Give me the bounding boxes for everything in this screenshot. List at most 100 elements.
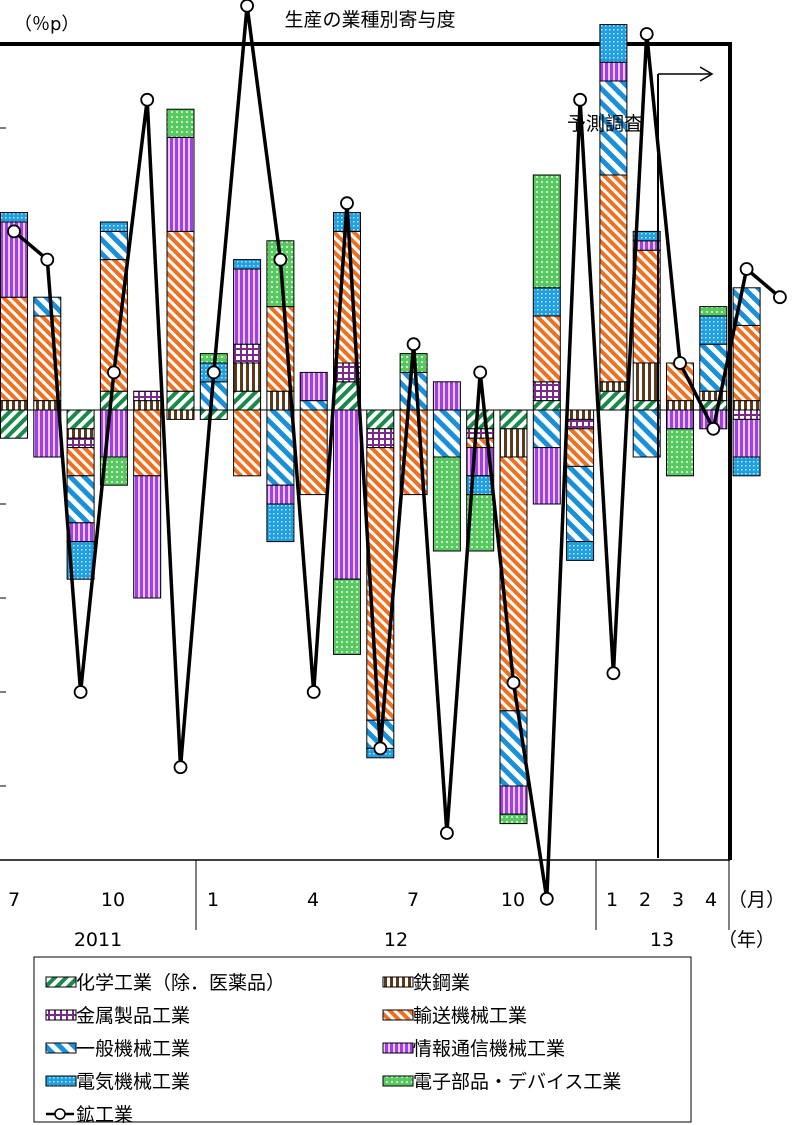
x-axis: 7 10 1 4 7 10 1 2 3 4 2011 12 13 （月） （年）: [8, 860, 785, 951]
bar-segment-metal: [133, 390, 162, 402]
bar-segment-info: [666, 409, 694, 430]
bar-segment-transport: [532, 315, 561, 383]
bar-segment-steel: [233, 362, 262, 392]
bar-segment-metal: [566, 418, 595, 430]
legend-label: 一般機械工業: [76, 1038, 190, 1060]
bar-segment-device: [333, 578, 361, 655]
bar-segment-metal: [233, 343, 262, 364]
legend-swatch: [382, 1075, 414, 1087]
bar-segment-general: [532, 409, 561, 449]
bar-segment-transport: [566, 428, 595, 467]
legend-swatch: [45, 976, 77, 988]
legend-swatch: [45, 1075, 77, 1087]
bar-segment-info: [432, 381, 461, 411]
bar-segment-electric: [699, 315, 728, 345]
bar-segment-transport: [66, 447, 95, 477]
bar-segment-general: [66, 475, 95, 524]
bar-segment-electric: [0, 212, 28, 223]
bar-segment-metal: [532, 381, 561, 402]
bar-segment-general: [432, 409, 461, 458]
mining-point: [373, 741, 388, 756]
legend-item: 金属製品工業: [45, 1005, 190, 1027]
bar-stack: [666, 362, 694, 477]
forecast-label: 予測調査: [567, 113, 643, 135]
year-label: 13: [650, 929, 674, 951]
bar-segment-chem: [0, 409, 28, 439]
mining-point: [40, 252, 55, 267]
bar-segment-metal: [366, 428, 395, 449]
bar-stack: [432, 381, 461, 552]
legend-label: 鉄鋼業: [413, 972, 470, 994]
legend-swatch: [382, 1042, 414, 1054]
bar-segment-electric: [266, 503, 295, 543]
year-label: 12: [384, 929, 408, 951]
plot-area: 予測調査: [0, 0, 787, 906]
bar-segment-transport: [166, 230, 195, 392]
bar-segment-transport: [732, 324, 761, 402]
bar-segment-info: [299, 371, 328, 402]
bar-segment-general: [33, 296, 62, 317]
bar-segment-metal: [732, 409, 761, 420]
legend-label: 輸送機械工業: [413, 1005, 527, 1027]
legend-item: 一般機械工業: [45, 1038, 190, 1060]
month-tick-label: 1: [207, 889, 219, 911]
bar-segment-general: [99, 230, 128, 261]
bar-segment-electric: [732, 456, 761, 477]
legend-label: 金属製品工業: [76, 1005, 190, 1027]
bar-segment-general: [299, 400, 328, 411]
bar-stack: [632, 230, 661, 458]
mining-point: [406, 337, 421, 352]
mining-point: [673, 356, 687, 370]
bar-segment-steel: [166, 409, 195, 420]
bar-segment-metal: [66, 437, 95, 449]
bar-segment-steel: [599, 381, 628, 392]
bar-segment-info: [266, 484, 295, 505]
mining-point: [206, 365, 221, 380]
bar-segment-chem: [66, 409, 95, 430]
bar-segment-steel: [699, 390, 728, 402]
bar-stack: [233, 259, 262, 477]
bar-segment-electric: [599, 24, 628, 63]
mining-line-path: [12, 5, 782, 900]
bar-segment-steel: [0, 400, 28, 411]
mining-point: [240, 0, 254, 13]
bar-segment-chem: [632, 400, 661, 411]
mining-point: [639, 27, 654, 41]
legend-label: 電気機械工業: [76, 1071, 190, 1093]
bar-segment-electric: [632, 230, 661, 242]
bar-segment-info: [33, 409, 62, 458]
month-tick-label: 7: [407, 889, 419, 911]
bar-segment-steel: [732, 400, 761, 411]
mining-point: [173, 760, 188, 775]
bar-segment-transport: [0, 296, 28, 402]
mining-point: [773, 290, 787, 305]
bar-segment-chem: [466, 409, 495, 430]
bar-stack: [566, 409, 595, 561]
year-unit-label: （年）: [718, 929, 775, 951]
chart-title: 生産の業種別寄与度: [284, 9, 455, 31]
bar-segment-general: [566, 465, 595, 543]
bar-segment-info: [333, 409, 361, 580]
bar-segment-device: [666, 428, 694, 477]
bar-segment-chem: [366, 409, 395, 430]
mining-point: [273, 252, 288, 267]
legend-item: 鉄鋼業: [382, 972, 470, 994]
bar-segment-steel: [133, 400, 162, 411]
mining-point: [606, 666, 621, 681]
legend-swatch: [382, 1009, 414, 1021]
bar-segment-electric: [532, 287, 561, 317]
legend-label: 鉱工業: [76, 1104, 133, 1125]
bar-segment-steel: [566, 409, 595, 420]
month-tick-label: 7: [8, 889, 20, 911]
legend-box: [33, 956, 692, 1123]
month-tick-label: 10: [501, 889, 525, 911]
mining-point: [340, 196, 354, 211]
mining-line: [7, 0, 787, 906]
bar-stack: [133, 390, 162, 599]
bars: [0, 24, 761, 825]
legend-swatch: [45, 1009, 77, 1021]
mining-point: [573, 92, 587, 107]
legend-swatch: [382, 976, 414, 988]
bar-segment-transport: [632, 249, 661, 364]
